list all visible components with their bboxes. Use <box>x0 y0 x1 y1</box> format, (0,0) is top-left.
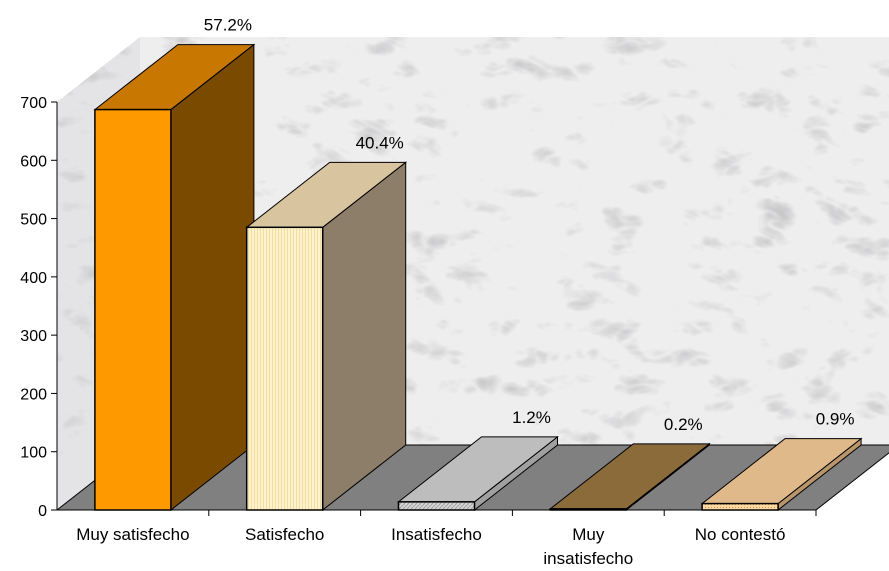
category-label: Satisfecho <box>245 525 324 544</box>
bar <box>548 442 711 512</box>
data-label: 40.4% <box>356 133 404 152</box>
bars <box>93 43 863 512</box>
category-label: Muy <box>572 525 605 544</box>
bar-front <box>397 501 476 511</box>
category-label: Muy satisfecho <box>76 525 189 544</box>
category-label: Insatisfecho <box>391 525 482 544</box>
bar <box>397 435 559 512</box>
bar <box>700 437 863 512</box>
y-tick-label: 300 <box>20 328 47 345</box>
bar-front <box>701 502 779 511</box>
y-tick-label: 200 <box>20 386 47 403</box>
category-label: insatisfecho <box>543 549 633 568</box>
bar-front <box>549 508 628 511</box>
y-tick-label: 700 <box>20 95 47 112</box>
bar <box>93 43 256 512</box>
y-tick-label: 600 <box>20 153 47 170</box>
bar-front <box>94 108 172 511</box>
bar <box>245 161 408 512</box>
y-tick-label: 400 <box>20 270 47 287</box>
y-tick-label: 100 <box>20 445 47 462</box>
y-tick-label: 500 <box>20 212 47 229</box>
data-label: 1.2% <box>512 408 551 427</box>
data-label: 0.9% <box>816 410 855 429</box>
bar-front <box>245 226 324 511</box>
data-label: 57.2% <box>204 16 252 35</box>
category-label: No contestó <box>695 525 786 544</box>
bar-side <box>170 43 255 512</box>
y-axis: 0 100 200 300 400 500 600 700 <box>20 95 817 520</box>
data-label: 0.2% <box>664 415 703 434</box>
labels: 57.2% Muy satisfecho 40.4% Satisfecho 1.2% In… <box>76 16 854 568</box>
y-tick-label: 0 <box>38 503 47 520</box>
